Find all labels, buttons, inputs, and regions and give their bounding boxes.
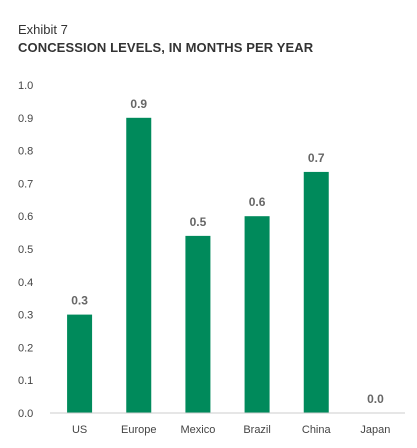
bar-mexico <box>185 235 211 413</box>
bar-china <box>303 171 329 413</box>
y-tick-label: 1.0 <box>18 80 33 92</box>
x-tick-label-europe: Europe <box>121 424 156 436</box>
y-tick-label: 0.6 <box>18 211 33 223</box>
x-tick-label-brazil: Brazil <box>243 424 271 436</box>
bar-us <box>67 314 93 413</box>
y-axis: 0.0 0.1 0.2 0.3 0.4 0.5 0.6 0.7 0.8 0.9 1.0 <box>18 80 33 420</box>
x-tick-label-china: China <box>302 424 332 436</box>
x-tick-label-mexico: Mexico <box>180 424 215 436</box>
x-axis: US Europe Mexico Brazil China Japan <box>50 412 405 436</box>
bar-europe <box>126 117 152 414</box>
data-label-japan: 0.0 <box>367 392 384 406</box>
y-tick-label: 0.4 <box>18 277 33 289</box>
y-tick-label: 0.5 <box>18 244 33 256</box>
y-tick-label: 0.2 <box>18 342 33 354</box>
y-tick-label: 0.3 <box>18 310 33 322</box>
y-tick-label: 0.1 <box>18 375 33 387</box>
bar-brazil <box>244 216 270 413</box>
data-label-china: 0.7 <box>308 151 325 165</box>
y-tick-label: 0.0 <box>18 408 33 420</box>
data-label-mexico: 0.5 <box>190 215 207 229</box>
data-label-europe: 0.9 <box>130 97 147 111</box>
x-tick-label-us: US <box>72 424 87 436</box>
data-label-us: 0.3 <box>71 294 88 308</box>
chart-title: CONCESSION LEVELS, IN MONTHS PER YEAR <box>18 40 314 55</box>
x-tick-label-japan: Japan <box>360 424 390 436</box>
y-tick-label: 0.9 <box>18 113 33 125</box>
bars: 0.3 0.9 0.5 0.6 0.7 0.0 <box>67 97 384 414</box>
y-tick-label: 0.8 <box>18 146 33 158</box>
data-label-brazil: 0.6 <box>249 195 266 209</box>
exhibit-label: Exhibit 7 <box>18 22 68 37</box>
y-tick-label: 0.7 <box>18 178 33 190</box>
